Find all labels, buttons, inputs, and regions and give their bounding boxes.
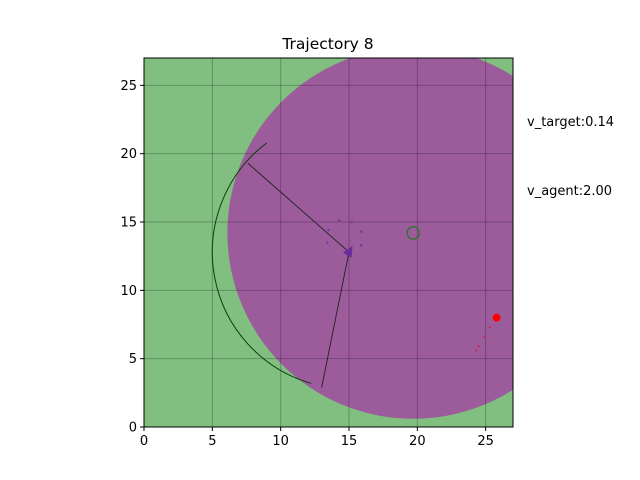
agent-trail-point — [327, 228, 330, 232]
x-tick-label: 25 — [477, 434, 494, 449]
target-trail-point — [483, 335, 486, 338]
grid-lines — [144, 58, 513, 427]
target-marker — [492, 313, 501, 322]
y-tick-label: 20 — [120, 147, 137, 162]
y-tick-label: 25 — [120, 79, 137, 94]
target-trail-point — [488, 326, 491, 329]
agent-trail-point — [360, 243, 363, 247]
sensor-ray — [247, 162, 350, 253]
v-target-label: v_target:0.14 — [527, 115, 614, 130]
x-tick-label: 0 — [140, 434, 148, 449]
target-trail-point — [474, 349, 478, 352]
y-tick-label: 5 — [129, 352, 137, 367]
y-tick-label: 0 — [129, 421, 137, 436]
agent-trail-point — [325, 241, 329, 244]
y-axis: 0 5 10 15 20 25 — [120, 79, 144, 436]
target-trail-point — [477, 345, 481, 348]
chart-title: Trajectory 8 — [281, 35, 373, 53]
x-tick-label: 10 — [272, 434, 289, 449]
agent-marker — [342, 246, 353, 258]
target-trail — [474, 326, 491, 352]
x-tick-label: 5 — [208, 434, 216, 449]
agent-trail — [325, 219, 363, 247]
region-circle — [227, 58, 513, 419]
x-tick-label: 20 — [409, 434, 426, 449]
axes-frame — [143, 57, 514, 428]
plot-area — [144, 58, 513, 427]
sensor-fov-lines — [247, 162, 350, 388]
x-axis: 0 5 10 15 20 25 — [140, 427, 494, 449]
y-tick-label: 10 — [120, 284, 137, 299]
goal-ring — [406, 226, 420, 240]
y-tick-label: 15 — [120, 216, 137, 231]
v-agent-label: v_agent:2.00 — [527, 184, 612, 199]
x-tick-label: 15 — [341, 434, 358, 449]
sensor-fov-arc — [211, 142, 312, 384]
sensor-ray — [321, 251, 350, 388]
agent-trail-point — [338, 219, 341, 222]
agent-trail-point — [360, 230, 363, 233]
agent-trail-point — [350, 220, 354, 224]
